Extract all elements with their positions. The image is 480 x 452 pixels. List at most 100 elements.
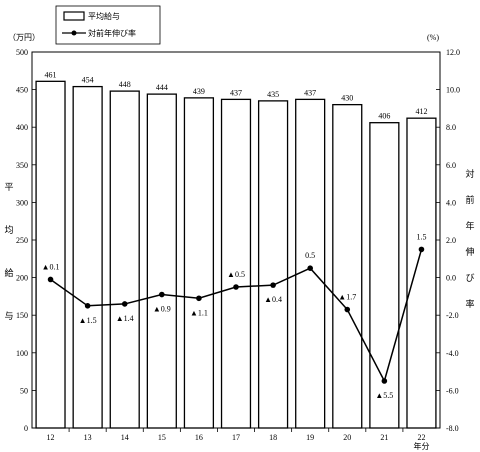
left-axis-title-char: 平 [4, 182, 13, 192]
growth-rate-point [159, 291, 165, 298]
bar-value-label: 444 [156, 83, 168, 92]
bar-value-label: 448 [119, 80, 131, 89]
x-tick-label: 20 [343, 433, 351, 442]
growth-rate-point [381, 378, 388, 384]
legend-line-marker [71, 30, 77, 36]
right-tick-label: 8.0 [446, 123, 456, 132]
left-tick-label: 500 [16, 48, 28, 57]
line-value-labels: ▲0.1 ▲1.5 ▲1.4 ▲0.9 ▲1.1 ▲0.5 ▲0.4 0.5 ▲1.7 ▲5.5 1… [42, 232, 427, 400]
bar-value-label: 430 [341, 94, 353, 103]
left-axis-title: 平均給与 [4, 182, 13, 321]
growth-rate-point [307, 265, 313, 272]
bar [220, 98, 252, 429]
growth-rate-label: ▲1.7 [338, 293, 356, 302]
legend-bar-swatch [63, 11, 85, 21]
bar [257, 100, 289, 429]
x-tick-label: 19 [306, 433, 314, 442]
right-tick-label: 12.0 [446, 48, 460, 57]
right-axis-unit: (%) [427, 33, 439, 42]
legend: 平均給与 対前年伸び率 [55, 5, 161, 45]
line-series [47, 246, 425, 384]
x-tick-label: 13 [84, 433, 92, 442]
x-tick-label: 18 [269, 433, 277, 442]
left-tick-label: 0 [24, 424, 28, 433]
left-tick-label: 250 [16, 236, 28, 245]
bar [406, 117, 437, 429]
left-axis: 0 50 100 150 200 250 300 350 400 450 500 [16, 48, 36, 433]
growth-rate-label: ▲0.9 [153, 305, 171, 314]
left-tick-label: 100 [16, 349, 28, 358]
bar-value-label: 412 [415, 107, 427, 116]
right-tick-label: -2.0 [446, 311, 459, 320]
right-tick-label: 10.0 [446, 86, 460, 95]
growth-rate-point [47, 276, 54, 283]
right-tick-label: -8.0 [446, 424, 459, 433]
right-axis-title-char: び [465, 273, 474, 283]
bar-value-label: 461 [45, 70, 57, 79]
bar [295, 98, 326, 429]
left-tick-label: 150 [16, 311, 28, 320]
right-axis-title-char: 伸 [465, 246, 474, 257]
left-axis-title-char: 給 [4, 267, 13, 278]
bar-value-label: 406 [378, 112, 390, 121]
x-tick-label: 17 [232, 433, 240, 442]
bar [146, 93, 177, 429]
x-tick-label: 21 [380, 433, 388, 442]
right-axis: -8.0 -6.0 -4.0 -2.0 0.0 2.0 4.0 6.0 8.0 10.0 12.0 [436, 48, 460, 433]
left-tick-label: 350 [16, 161, 28, 170]
bar-value-label: 439 [193, 87, 205, 96]
growth-rate-point [196, 295, 202, 302]
right-tick-label: 0.0 [446, 274, 456, 283]
legend-line-label: 対前年伸び率 [88, 28, 136, 38]
bar-value-label: 437 [304, 88, 316, 97]
right-tick-label: 6.0 [446, 161, 456, 170]
left-axis-title-char: 均 [4, 224, 13, 235]
growth-rate-label: ▲0.1 [42, 262, 60, 271]
right-axis-title: 対前年伸び率 [465, 168, 474, 309]
left-tick-label: 200 [16, 274, 28, 283]
x-tick-label: 22 [417, 433, 425, 442]
legend-bar-label: 平均給与 [88, 11, 120, 21]
bar-value-labels: 461 454 448 444 439 437 435 437 430 406 412 [45, 70, 428, 120]
bar-series [35, 80, 437, 429]
right-axis-title-char: 前 [465, 194, 474, 205]
bar [109, 90, 140, 429]
right-tick-label: 2.0 [446, 236, 456, 245]
growth-rate-label: ▲1.1 [190, 308, 208, 317]
x-axis-suffix: 年分 [413, 441, 429, 451]
left-tick-label: 450 [16, 86, 28, 95]
right-tick-label: -6.0 [446, 386, 459, 395]
left-tick-label: 300 [16, 198, 28, 207]
left-tick-label: 400 [16, 123, 28, 132]
bar-value-label: 437 [230, 88, 242, 97]
bar [369, 122, 400, 429]
growth-rate-point [344, 306, 351, 313]
x-tick-label: 16 [195, 433, 203, 442]
bar [72, 85, 103, 429]
growth-rate-label: ▲1.4 [116, 314, 134, 323]
right-axis-title-char: 率 [465, 298, 474, 309]
growth-rate-label: ▲0.5 [227, 270, 245, 279]
bar [35, 80, 66, 429]
growth-rate-point [121, 301, 128, 307]
x-tick-label: 14 [121, 433, 129, 442]
growth-rate-point [233, 284, 239, 290]
bar [332, 103, 363, 429]
growth-rate-label: ▲1.5 [79, 316, 97, 325]
bar-value-label: 454 [82, 76, 94, 85]
right-tick-label: -4.0 [446, 349, 459, 358]
growth-rate-point [270, 282, 276, 288]
growth-rate-label: ▲5.5 [375, 391, 393, 400]
left-axis-unit: （万円） [8, 33, 40, 42]
growth-rate-point [418, 246, 425, 253]
bar [183, 97, 215, 429]
left-tick-label: 50 [20, 386, 28, 395]
x-axis: 12 13 14 15 16 17 18 19 20 21 22 [47, 428, 425, 442]
bar-value-label: 435 [267, 90, 279, 99]
left-axis-title-char: 与 [4, 311, 13, 321]
growth-rate-point [84, 303, 91, 309]
x-tick-label: 15 [158, 433, 166, 442]
x-tick-label: 12 [47, 433, 55, 442]
right-axis-title-char: 年 [465, 220, 474, 231]
